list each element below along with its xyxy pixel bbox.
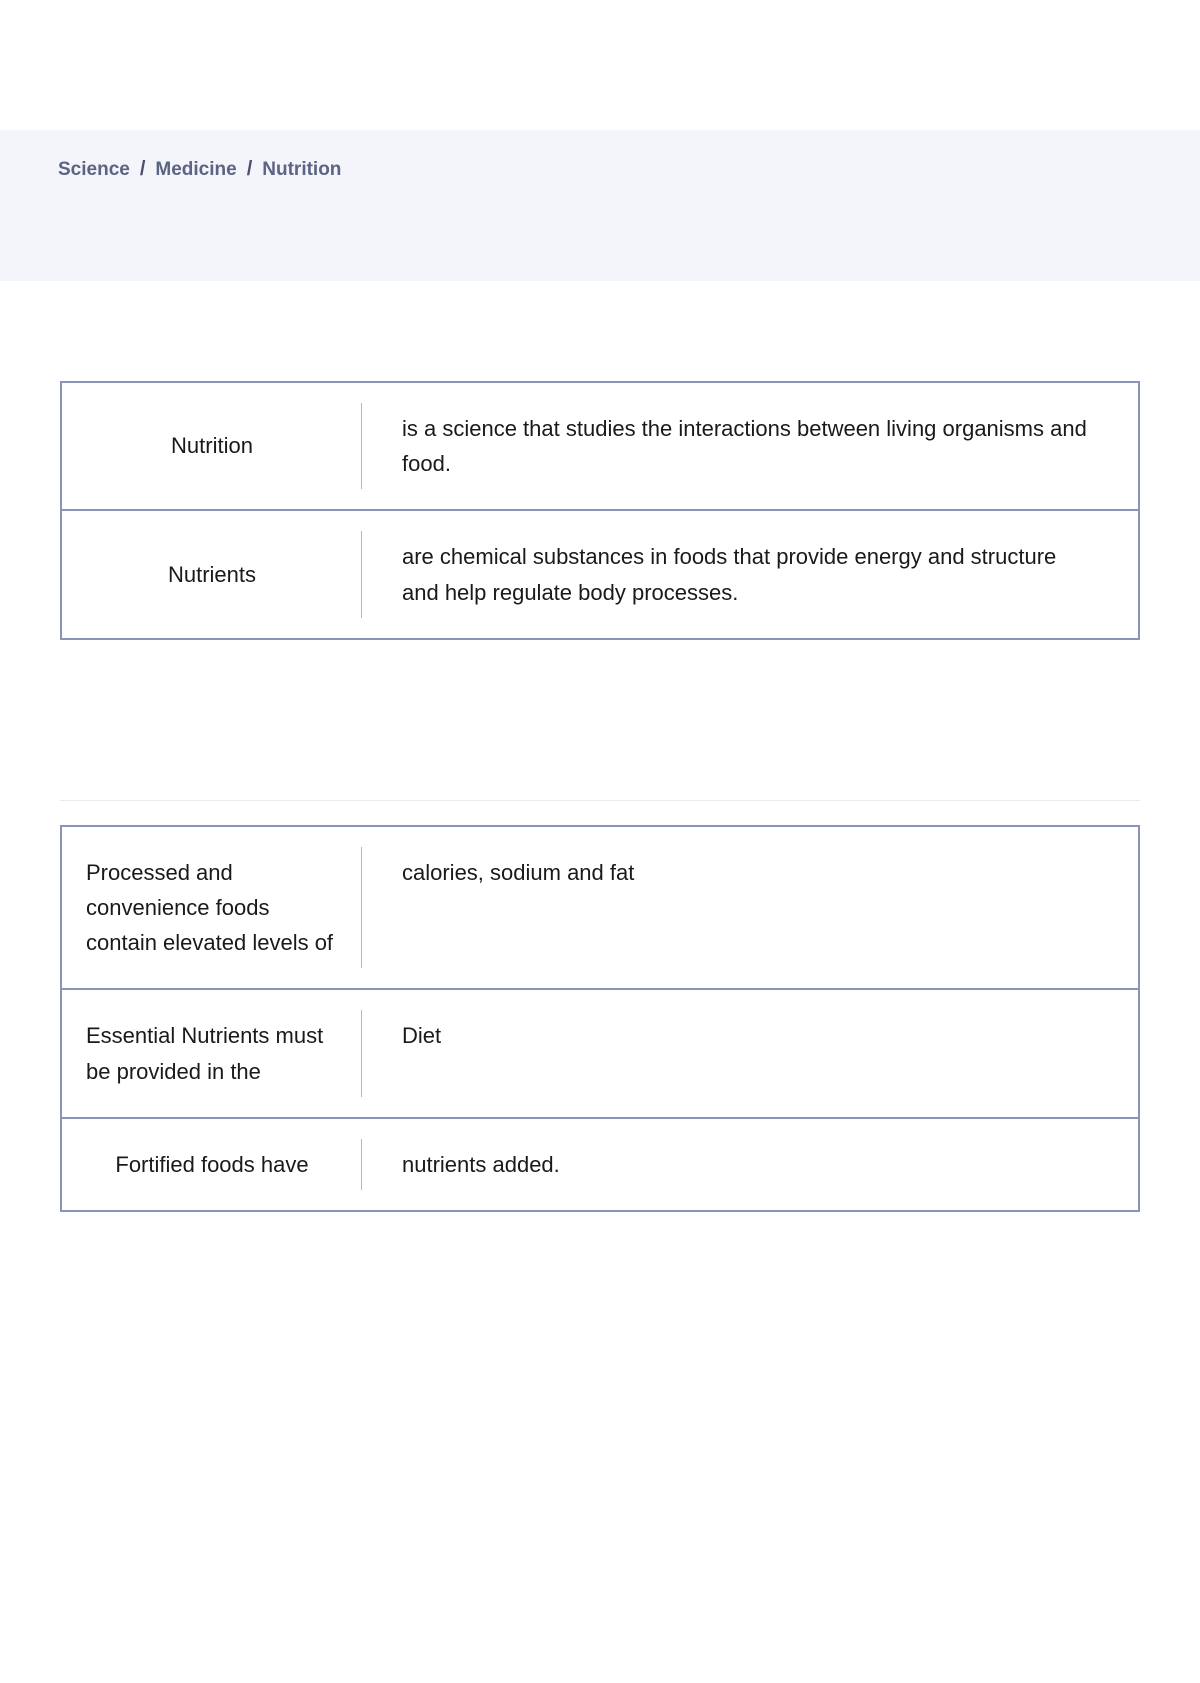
- definitions-table: Nutrition is a science that studies the …: [60, 381, 1140, 640]
- question-cell: Essential Nutrients must be provided in …: [62, 990, 362, 1116]
- answer-cell: calories, sodium and fat: [362, 827, 1138, 989]
- term-cell: Nutrients: [62, 511, 362, 637]
- answer-cell: Diet: [362, 990, 1138, 1116]
- description-cell: is a science that studies the interactio…: [362, 383, 1138, 509]
- question-cell: Processed and convenience foods contain …: [62, 827, 362, 989]
- table-row: Essential Nutrients must be provided in …: [62, 990, 1138, 1118]
- breadcrumb-bar: Science / Medicine / Nutrition: [0, 130, 1200, 281]
- term-cell: Nutrition: [62, 383, 362, 509]
- description-cell: are chemical substances in foods that pr…: [362, 511, 1138, 637]
- table-row: Nutrition is a science that studies the …: [62, 383, 1138, 511]
- breadcrumb: Science / Medicine / Nutrition: [58, 158, 1142, 181]
- breadcrumb-item-science[interactable]: Science: [58, 159, 130, 181]
- table-row: Nutrients are chemical substances in foo…: [62, 511, 1138, 637]
- breadcrumb-separator-icon: /: [140, 158, 146, 181]
- section-divider: [60, 800, 1140, 801]
- table-row: Processed and convenience foods contain …: [62, 827, 1138, 991]
- breadcrumb-separator-icon: /: [247, 158, 253, 181]
- breadcrumb-item-medicine[interactable]: Medicine: [155, 159, 236, 181]
- breadcrumb-item-nutrition[interactable]: Nutrition: [262, 159, 341, 181]
- qa-table: Processed and convenience foods contain …: [60, 825, 1140, 1212]
- question-cell: Fortified foods have: [62, 1119, 362, 1210]
- table-row: Fortified foods have nutrients added.: [62, 1119, 1138, 1210]
- answer-cell: nutrients added.: [362, 1119, 1138, 1210]
- content-area: Nutrition is a science that studies the …: [0, 281, 1200, 1272]
